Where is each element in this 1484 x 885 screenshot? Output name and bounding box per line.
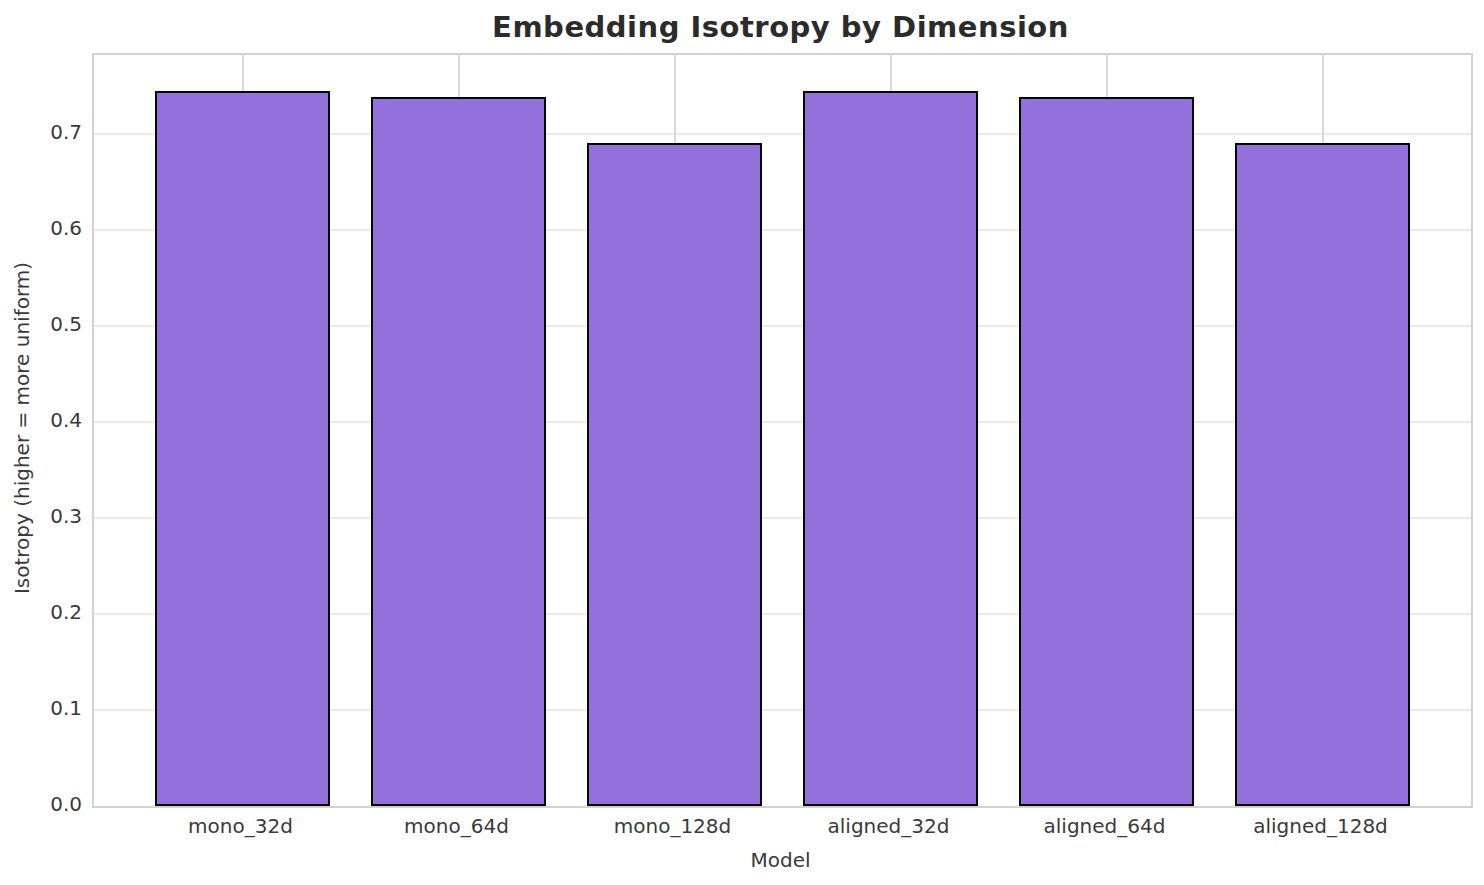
y-tick-label: 0.1	[0, 696, 82, 720]
x-tick-label: mono_128d	[614, 814, 732, 838]
y-tick-label: 0.0	[0, 792, 82, 816]
chart-title: Embedding Isotropy by Dimension	[92, 10, 1469, 44]
bar-mono_32d	[155, 91, 330, 806]
bar-mono_64d	[371, 97, 546, 806]
x-tick-labels: mono_32d mono_64d mono_128d aligned_32d alig…	[92, 814, 1469, 844]
bar-aligned_128d	[1235, 143, 1410, 806]
x-axis-label: Model	[92, 848, 1469, 872]
x-tick-label: aligned_32d	[828, 814, 950, 838]
y-tick-label: 0.7	[0, 120, 82, 144]
bar-aligned_32d	[803, 91, 978, 806]
bar-mono_128d	[587, 143, 762, 806]
bar-aligned_64d	[1019, 97, 1194, 806]
x-tick-label: mono_32d	[188, 814, 293, 838]
bar-chart-figure: Embedding Isotropy by Dimension Isotropy…	[0, 0, 1484, 885]
x-tick-label: aligned_128d	[1253, 814, 1388, 838]
y-tick-label: 0.2	[0, 600, 82, 624]
y-tick-label: 0.6	[0, 216, 82, 240]
y-tick-labels: 0.00.10.20.30.40.50.60.7	[0, 53, 82, 804]
x-tick-label: aligned_64d	[1044, 814, 1166, 838]
y-tick-label: 0.5	[0, 312, 82, 336]
plot-area	[92, 53, 1473, 808]
y-tick-label: 0.4	[0, 408, 82, 432]
x-tick-label: mono_64d	[404, 814, 509, 838]
y-tick-label: 0.3	[0, 504, 82, 528]
